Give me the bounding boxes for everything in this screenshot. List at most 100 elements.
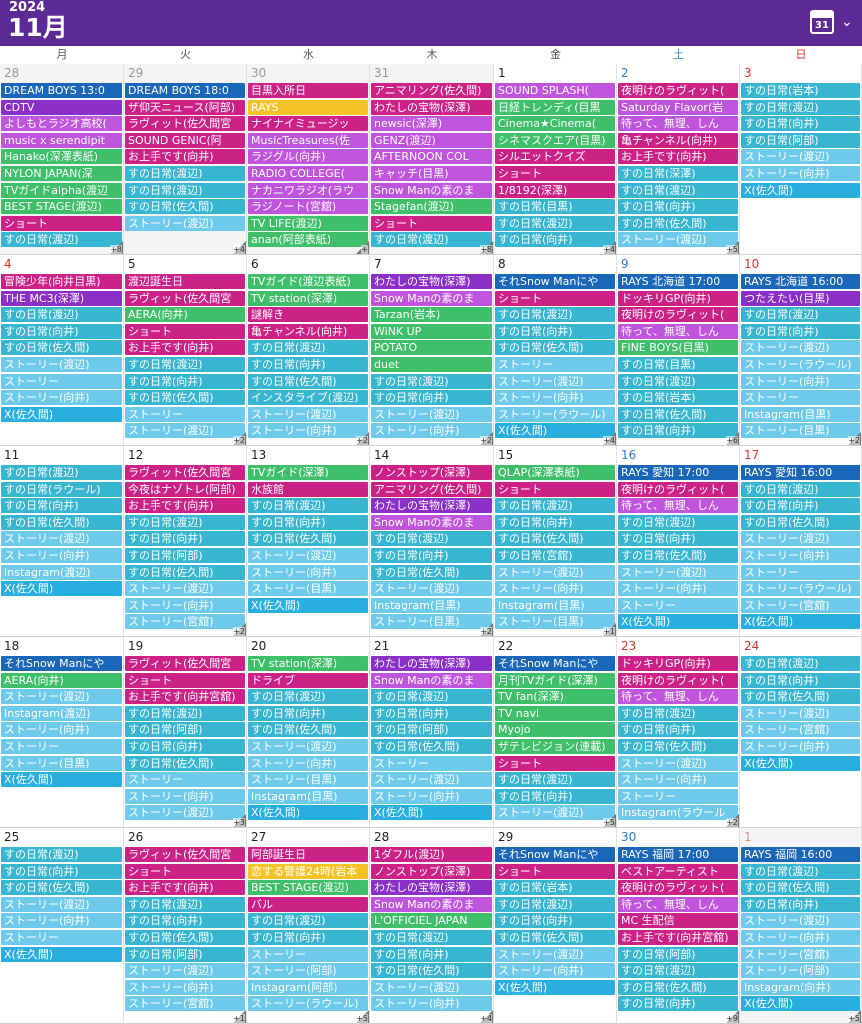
event-chip[interactable]: anan(阿部表紙) bbox=[248, 232, 368, 248]
event-chip[interactable]: RAYS 福岡 16:00 bbox=[741, 847, 860, 862]
event-chip[interactable]: すの日常(佐久間) bbox=[125, 755, 245, 771]
event-chip[interactable]: お上手です(向井) bbox=[125, 340, 245, 356]
event-chip[interactable]: ストーリー(向井) bbox=[495, 390, 615, 406]
day-cell[interactable]: 17 RAYS 愛知 16:00 すの日常(渡辺) すの日常(向井) すの日常(佐久間)… bbox=[740, 446, 862, 637]
event-chip[interactable]: MusicTreasures(佐 bbox=[248, 132, 368, 148]
event-chip[interactable]: 待って、無理、しん bbox=[618, 498, 738, 514]
event-chip[interactable]: すの日常(佐久間) bbox=[371, 739, 492, 754]
event-chip[interactable]: ストーリー(阿部) bbox=[248, 963, 368, 979]
event-chip[interactable]: 恋する警護24時(岩本 bbox=[248, 863, 368, 879]
event-chip[interactable]: Instagram(目黒) bbox=[495, 597, 615, 613]
event-chip[interactable]: 夜明けのラヴィット( bbox=[618, 880, 738, 896]
event-chip[interactable]: ストーリー(向井) bbox=[125, 788, 245, 804]
event-chip[interactable]: すの日常(佐久間) bbox=[248, 373, 368, 389]
event-chip[interactable]: すの日常(渡辺) bbox=[618, 182, 738, 198]
day-cell[interactable]: 23 ドッキリGP(向井) 夜明けのラヴィット(待って、無理、しん すの日常(渡辺) す… bbox=[617, 637, 740, 828]
event-chip[interactable]: ストーリー(渡辺) bbox=[741, 913, 860, 929]
event-chip[interactable]: ドッキリGP(向井) bbox=[618, 656, 738, 671]
event-chip[interactable]: ラヴィット(佐久間宮 bbox=[125, 847, 245, 862]
event-chip[interactable]: ショート bbox=[495, 863, 615, 879]
event-chip[interactable]: すの日常(佐久間) bbox=[495, 930, 615, 945]
day-cell[interactable]: 14 ノンストップ(深澤) アニマリング(佐久間) わたしの宝物(深澤) Snow Ma… bbox=[370, 446, 494, 637]
event-chip[interactable]: すの日常(渡辺) bbox=[618, 514, 738, 530]
event-chip[interactable]: ストーリー(渡辺) bbox=[125, 805, 245, 821]
event-chip[interactable]: それSnow Manにや bbox=[495, 847, 615, 862]
event-chip[interactable]: わたしの宝物(深澤) bbox=[371, 880, 492, 896]
event-chip[interactable]: すの日常(渡辺) bbox=[371, 689, 492, 705]
event-chip[interactable]: すの日常(渡辺) bbox=[371, 531, 492, 547]
event-chip[interactable]: TV station(深澤) bbox=[248, 656, 368, 671]
event-chip[interactable]: すの日常(向井) bbox=[125, 739, 245, 754]
day-cell[interactable]: 10 RAYS 北海道 16:00 つたえたい(目黒) すの日常(渡辺) すの日常(向井… bbox=[740, 255, 862, 446]
event-chip[interactable]: X(佐久間) bbox=[371, 805, 492, 821]
event-chip[interactable]: TVガイド(渡辺表紙) bbox=[248, 274, 368, 289]
event-chip[interactable]: RAYS 福岡 17:00 bbox=[618, 847, 738, 862]
event-chip[interactable]: SOUND SPLASH( bbox=[495, 83, 615, 98]
event-chip[interactable]: Snow Manの素のま bbox=[371, 672, 492, 688]
event-chip[interactable]: キャッチ(目黒) bbox=[371, 166, 492, 181]
event-chip[interactable]: 待って、無理、しん bbox=[618, 896, 738, 912]
event-chip[interactable]: すの日常(阿部) bbox=[125, 722, 245, 738]
event-chip[interactable]: 水族館 bbox=[248, 481, 368, 497]
event-chip[interactable]: FINE BOYS(目黒) bbox=[618, 340, 738, 356]
event-chip[interactable]: Saturday Flavor(岩 bbox=[618, 99, 738, 115]
event-chip[interactable]: ストーリー(渡辺) bbox=[125, 963, 245, 979]
event-chip[interactable]: すの日常(向井) bbox=[618, 722, 738, 738]
event-chip[interactable]: BEST STAGE(渡辺) bbox=[248, 880, 368, 896]
event-chip[interactable]: ストーリー(向井) bbox=[741, 373, 860, 389]
event-chip[interactable]: ラヴィット(佐久間宮 bbox=[125, 116, 245, 132]
event-chip[interactable]: ストーリー(渡辺) bbox=[125, 581, 245, 597]
event-chip[interactable]: X(佐久間) bbox=[741, 755, 860, 771]
event-chip[interactable]: すの日常(ラウール) bbox=[1, 481, 122, 497]
event-chip[interactable]: RAYS 北海道 17:00 bbox=[618, 274, 738, 289]
event-chip[interactable]: ショート bbox=[371, 215, 492, 231]
event-chip[interactable]: QLAP(深澤表紙) bbox=[495, 465, 615, 480]
event-chip[interactable]: AERA(向井) bbox=[125, 307, 245, 323]
event-chip[interactable]: ストーリー(向井) bbox=[125, 597, 245, 613]
event-chip[interactable]: 夜明けのラヴィット( bbox=[618, 481, 738, 497]
event-chip[interactable]: ストーリー bbox=[618, 597, 738, 613]
event-chip[interactable]: ストーリー(渡辺) bbox=[1, 357, 122, 372]
event-chip[interactable]: ストーリー(渡辺) bbox=[618, 564, 738, 580]
event-chip[interactable]: ストーリー(渡辺) bbox=[741, 705, 860, 721]
event-chip[interactable]: インスタライブ(渡辺) bbox=[248, 390, 368, 406]
day-cell[interactable]: 28 DREAM BOYS 13:0 CDTV よしもとラジオ高校(music x s… bbox=[0, 64, 124, 255]
event-chip[interactable]: X(佐久間) bbox=[495, 423, 615, 439]
event-chip[interactable]: すの日常(渡辺) bbox=[125, 182, 245, 198]
event-chip[interactable]: ストーリー(向井) bbox=[248, 755, 368, 771]
event-chip[interactable]: ストーリー bbox=[371, 755, 492, 771]
event-chip[interactable]: すの日常(佐久間) bbox=[1, 880, 122, 896]
event-chip[interactable]: 亀チャンネル(向井) bbox=[618, 132, 738, 148]
day-cell[interactable]: 29 DREAM BOYS 18:0 ザ仰天ニュース(阿部) ラヴィット(佐久間宮 SO… bbox=[124, 64, 247, 255]
event-chip[interactable]: TV station(深澤) bbox=[248, 290, 368, 306]
event-chip[interactable]: すの日常(岩本) bbox=[495, 880, 615, 896]
event-chip[interactable]: ショート bbox=[495, 755, 615, 771]
event-chip[interactable]: すの日常(向井) bbox=[1, 323, 122, 339]
event-chip[interactable]: ストーリー(向井) bbox=[1, 722, 122, 738]
event-chip[interactable]: AFTERNOON COL bbox=[371, 149, 492, 165]
event-chip[interactable]: すの日常(佐久間) bbox=[618, 215, 738, 231]
event-chip[interactable]: ストーリー(向井) bbox=[1, 913, 122, 929]
event-chip[interactable]: すの日常(佐久間) bbox=[495, 340, 615, 356]
event-chip[interactable]: すの日常(佐久間) bbox=[618, 739, 738, 754]
event-chip[interactable]: MC 生配信 bbox=[618, 913, 738, 929]
event-chip[interactable]: 冒険少年(向井目黒) bbox=[1, 274, 122, 289]
event-chip[interactable]: すの日常(向井) bbox=[1, 498, 122, 514]
event-chip[interactable]: つたえたい(目黒) bbox=[741, 290, 860, 306]
event-chip[interactable]: X(佐久間) bbox=[618, 614, 738, 630]
event-chip[interactable]: すの日常(向井) bbox=[618, 423, 738, 439]
event-chip[interactable]: すの日常(佐久間) bbox=[618, 406, 738, 422]
event-chip[interactable]: すの日常(向井) bbox=[371, 946, 492, 962]
event-chip[interactable]: すの日常(渡辺) bbox=[741, 481, 860, 497]
day-cell[interactable]: 24 すの日常(渡辺) すの日常(向井) すの日常(佐久間) ストーリー(渡辺) ストーリ… bbox=[740, 637, 862, 828]
event-chip[interactable]: すの日常(佐久間) bbox=[741, 514, 860, 530]
event-chip[interactable]: 待って、無理、しん bbox=[618, 323, 738, 339]
event-chip[interactable]: バル bbox=[248, 896, 368, 912]
event-chip[interactable]: ストーリー(渡辺) bbox=[371, 772, 492, 788]
event-chip[interactable]: ストーリー(向井) bbox=[371, 423, 492, 439]
event-chip[interactable]: ストーリー(向井) bbox=[371, 788, 492, 804]
event-chip[interactable]: Snow Manの素のま bbox=[371, 290, 492, 306]
day-cell[interactable]: 18 それSnow Manにや AERA(向井) ストーリー(渡辺) Instagram… bbox=[0, 637, 124, 828]
event-chip[interactable]: わたしの宝物(深澤) bbox=[371, 498, 492, 514]
event-chip[interactable]: わたしの宝物(深澤) bbox=[371, 656, 492, 671]
